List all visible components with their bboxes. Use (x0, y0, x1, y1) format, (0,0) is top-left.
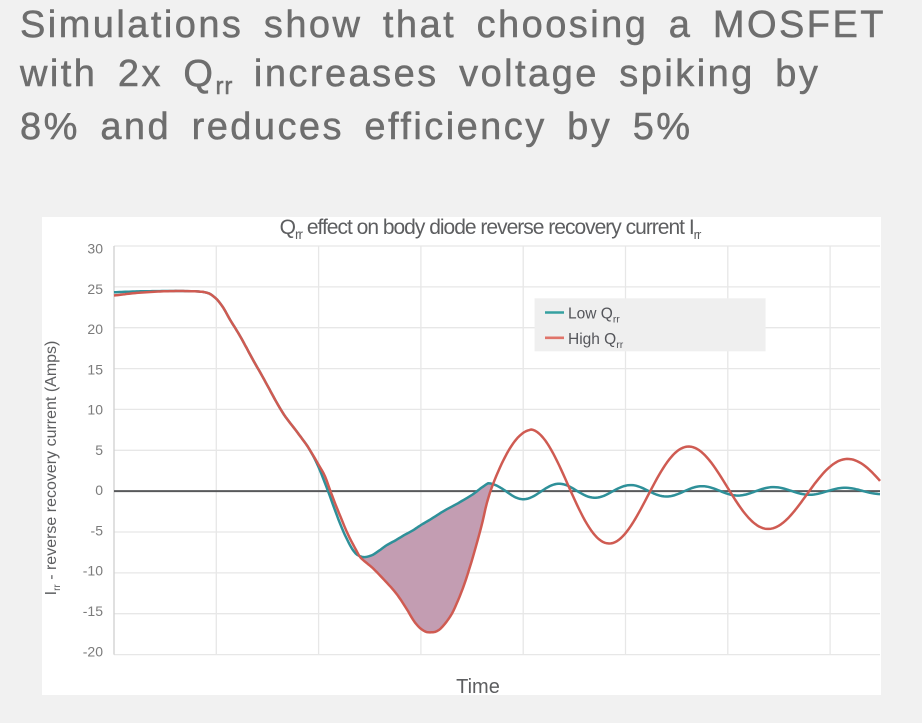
svg-text:Time: Time (456, 676, 500, 698)
svg-text:-15: -15 (83, 603, 103, 619)
svg-text:20: 20 (87, 321, 103, 337)
svg-text:5: 5 (95, 442, 103, 458)
svg-text:30: 30 (87, 241, 103, 257)
svg-text:0: 0 (95, 482, 103, 498)
svg-text:Irr - reverse recovery current: Irr - reverse recovery current (Amps) (43, 341, 63, 596)
svg-text:25: 25 (87, 281, 103, 297)
svg-text:Qrr effect on body diode rever: Qrr effect on body diode reverse recover… (280, 216, 702, 242)
svg-text:-10: -10 (83, 563, 103, 579)
svg-text:10: 10 (87, 402, 103, 418)
svg-text:-20: -20 (83, 643, 103, 659)
svg-text:15: 15 (87, 361, 103, 377)
svg-text:High Qrr: High Qrr (568, 331, 624, 351)
svg-text:Low Qrr: Low Qrr (568, 306, 620, 326)
svg-text:-5: -5 (91, 523, 104, 539)
